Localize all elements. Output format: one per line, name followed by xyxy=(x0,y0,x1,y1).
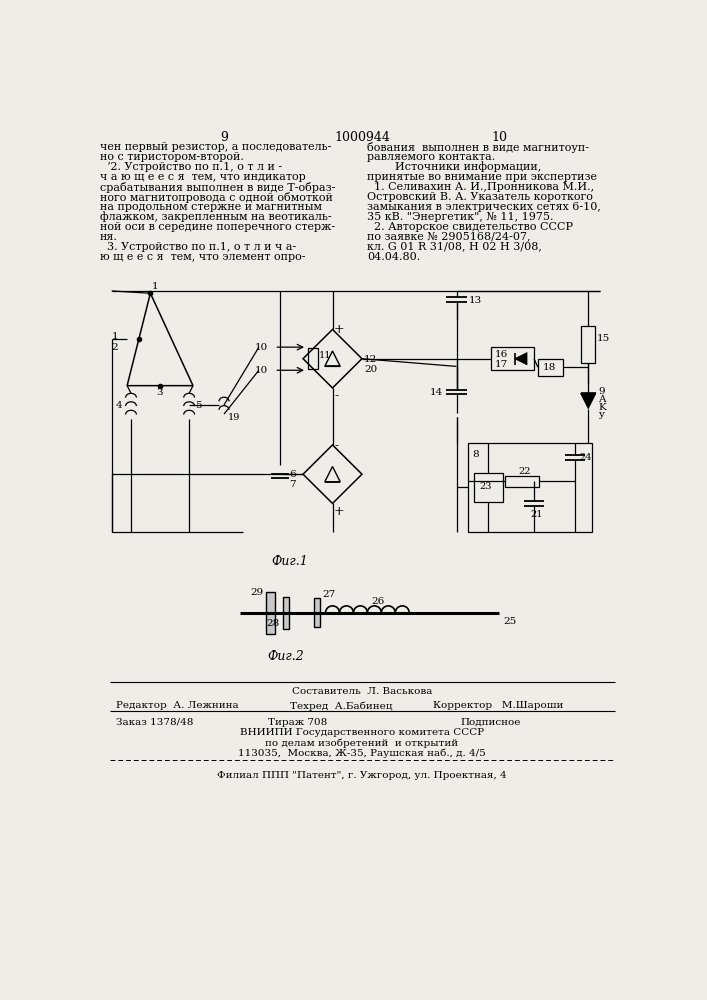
Text: Заказ 1378/48: Заказ 1378/48 xyxy=(115,718,193,727)
Text: K: K xyxy=(598,403,606,412)
Bar xyxy=(491,347,534,370)
Text: 15: 15 xyxy=(597,334,610,343)
Text: 22: 22 xyxy=(518,466,531,476)
Text: принятые во внимание при экспертизе: принятые во внимание при экспертизе xyxy=(368,172,597,182)
Text: Техред  А.Бабинец: Техред А.Бабинец xyxy=(290,701,392,711)
Text: 12: 12 xyxy=(364,355,378,364)
Text: Фиг.1: Фиг.1 xyxy=(271,555,308,568)
Bar xyxy=(266,592,275,634)
Text: Филиал ППП "Патент", г. Ужгород, ул. Проектная, 4: Филиал ППП "Патент", г. Ужгород, ул. Про… xyxy=(217,771,507,780)
Text: 9: 9 xyxy=(220,131,228,144)
Text: срабатывания выполнен в виде Т-образ-: срабатывания выполнен в виде Т-образ- xyxy=(100,182,335,193)
Text: 10: 10 xyxy=(255,366,268,375)
Text: равляемого контакта.: равляемого контакта. xyxy=(368,152,496,162)
Text: ʼ2. Устройство по п.1, о т л и -: ʼ2. Устройство по п.1, о т л и - xyxy=(100,162,282,172)
Text: 10: 10 xyxy=(491,131,507,144)
Text: ВНИИПИ Государственного комитета СССР: ВНИИПИ Государственного комитета СССР xyxy=(240,728,484,737)
Text: 19: 19 xyxy=(228,413,240,422)
Text: 26: 26 xyxy=(371,597,385,606)
Text: 6: 6 xyxy=(289,470,296,479)
Text: 24: 24 xyxy=(579,453,592,462)
Text: ня.: ня. xyxy=(100,232,118,242)
Text: Фиг.2: Фиг.2 xyxy=(268,650,305,663)
Text: Островский В. А. Указатель короткого: Островский В. А. Указатель короткого xyxy=(368,192,593,202)
Text: 20: 20 xyxy=(364,365,378,374)
Text: бования  выполнен в виде магнитоуп-: бования выполнен в виде магнитоуп- xyxy=(368,142,590,153)
Text: ч а ю щ е е с я  тем, что индикатор: ч а ю щ е е с я тем, что индикатор xyxy=(100,172,305,182)
Bar xyxy=(468,443,592,532)
Text: +: + xyxy=(334,505,345,518)
Text: 35 кВ. "Энергетик", № 11, 1975.: 35 кВ. "Энергетик", № 11, 1975. xyxy=(368,212,554,222)
Text: Редактор  А. Лежнина: Редактор А. Лежнина xyxy=(115,701,238,710)
Bar xyxy=(474,473,503,502)
Bar xyxy=(538,359,563,376)
Text: 18: 18 xyxy=(542,363,556,372)
Bar xyxy=(308,348,317,369)
Text: по заявке № 2905168/24-07,: по заявке № 2905168/24-07, xyxy=(368,232,531,242)
Text: Тираж 708: Тираж 708 xyxy=(268,718,327,727)
Bar xyxy=(581,326,595,363)
Text: ю щ е е с я  тем, что элемент опро-: ю щ е е с я тем, что элемент опро- xyxy=(100,252,305,262)
Text: 23: 23 xyxy=(480,482,492,491)
Text: 2: 2 xyxy=(112,343,118,352)
Text: чен первый резистор, а последователь-: чен первый резистор, а последователь- xyxy=(100,142,332,152)
Text: 8: 8 xyxy=(472,450,479,459)
Text: 27: 27 xyxy=(322,590,336,599)
Text: 28: 28 xyxy=(266,619,279,628)
Text: 10: 10 xyxy=(255,343,268,352)
Text: 1: 1 xyxy=(112,332,118,341)
Text: 9: 9 xyxy=(598,387,605,396)
Text: 1: 1 xyxy=(152,282,158,291)
Text: -: - xyxy=(334,439,338,452)
Text: +: + xyxy=(334,323,345,336)
Text: ного магнитопровода с одной обмоткой: ного магнитопровода с одной обмоткой xyxy=(100,192,333,203)
Text: y: y xyxy=(598,410,604,419)
Text: 14: 14 xyxy=(429,388,443,397)
Text: флажком, закрепленным на веотикаль-: флажком, закрепленным на веотикаль- xyxy=(100,212,332,222)
Text: 3. Устройство по п.1, о т л и ч а-: 3. Устройство по п.1, о т л и ч а- xyxy=(100,242,296,252)
Text: 1000944: 1000944 xyxy=(334,131,390,144)
Text: 29: 29 xyxy=(250,588,264,597)
Text: ной оси в середине поперечного стерж-: ной оси в середине поперечного стерж- xyxy=(100,222,335,232)
Text: Источники информации,: Источники информации, xyxy=(368,162,542,172)
Text: -: - xyxy=(334,389,338,402)
Text: 17: 17 xyxy=(494,360,508,369)
Text: 3: 3 xyxy=(156,388,163,397)
Text: 16: 16 xyxy=(494,350,508,359)
Text: на продольном стержне и магнитным: на продольном стержне и магнитным xyxy=(100,202,322,212)
Text: 04.04.80.: 04.04.80. xyxy=(368,252,421,262)
Text: замыкания в электрических сетях 6-10,: замыкания в электрических сетях 6-10, xyxy=(368,202,601,212)
Text: 1. Селивахин А. И.,Пронникова М.И.,: 1. Селивахин А. И.,Пронникова М.И., xyxy=(368,182,595,192)
Text: 11: 11 xyxy=(319,351,331,360)
Text: 21: 21 xyxy=(530,510,543,519)
Text: Составитель  Л. Васькова: Составитель Л. Васькова xyxy=(292,687,432,696)
Text: но с тиристором-второй.: но с тиристором-второй. xyxy=(100,152,244,162)
Text: 5: 5 xyxy=(195,401,202,410)
Text: по делам изобретений  и открытий: по делам изобретений и открытий xyxy=(265,738,459,748)
Text: 113035,  Москва, Ж-35, Раушская наб., д. 4/5: 113035, Москва, Ж-35, Раушская наб., д. … xyxy=(238,748,486,758)
Text: 13: 13 xyxy=(469,296,482,305)
Text: A: A xyxy=(598,395,606,404)
Text: 2. Авторское свидетельство СССР: 2. Авторское свидетельство СССР xyxy=(368,222,573,232)
Text: 4: 4 xyxy=(115,401,122,410)
Text: кл. G 01 R 31/08, H 02 H 3/08,: кл. G 01 R 31/08, H 02 H 3/08, xyxy=(368,242,542,252)
Bar xyxy=(314,598,320,627)
Polygon shape xyxy=(580,393,596,409)
Bar xyxy=(283,597,289,629)
Text: Подписное: Подписное xyxy=(460,718,521,727)
Text: 7: 7 xyxy=(289,480,296,489)
Bar xyxy=(506,476,539,487)
Polygon shape xyxy=(515,353,527,365)
Text: 25: 25 xyxy=(503,617,516,626)
Text: Корректор   М.Шароши: Корректор М.Шароши xyxy=(433,701,563,710)
